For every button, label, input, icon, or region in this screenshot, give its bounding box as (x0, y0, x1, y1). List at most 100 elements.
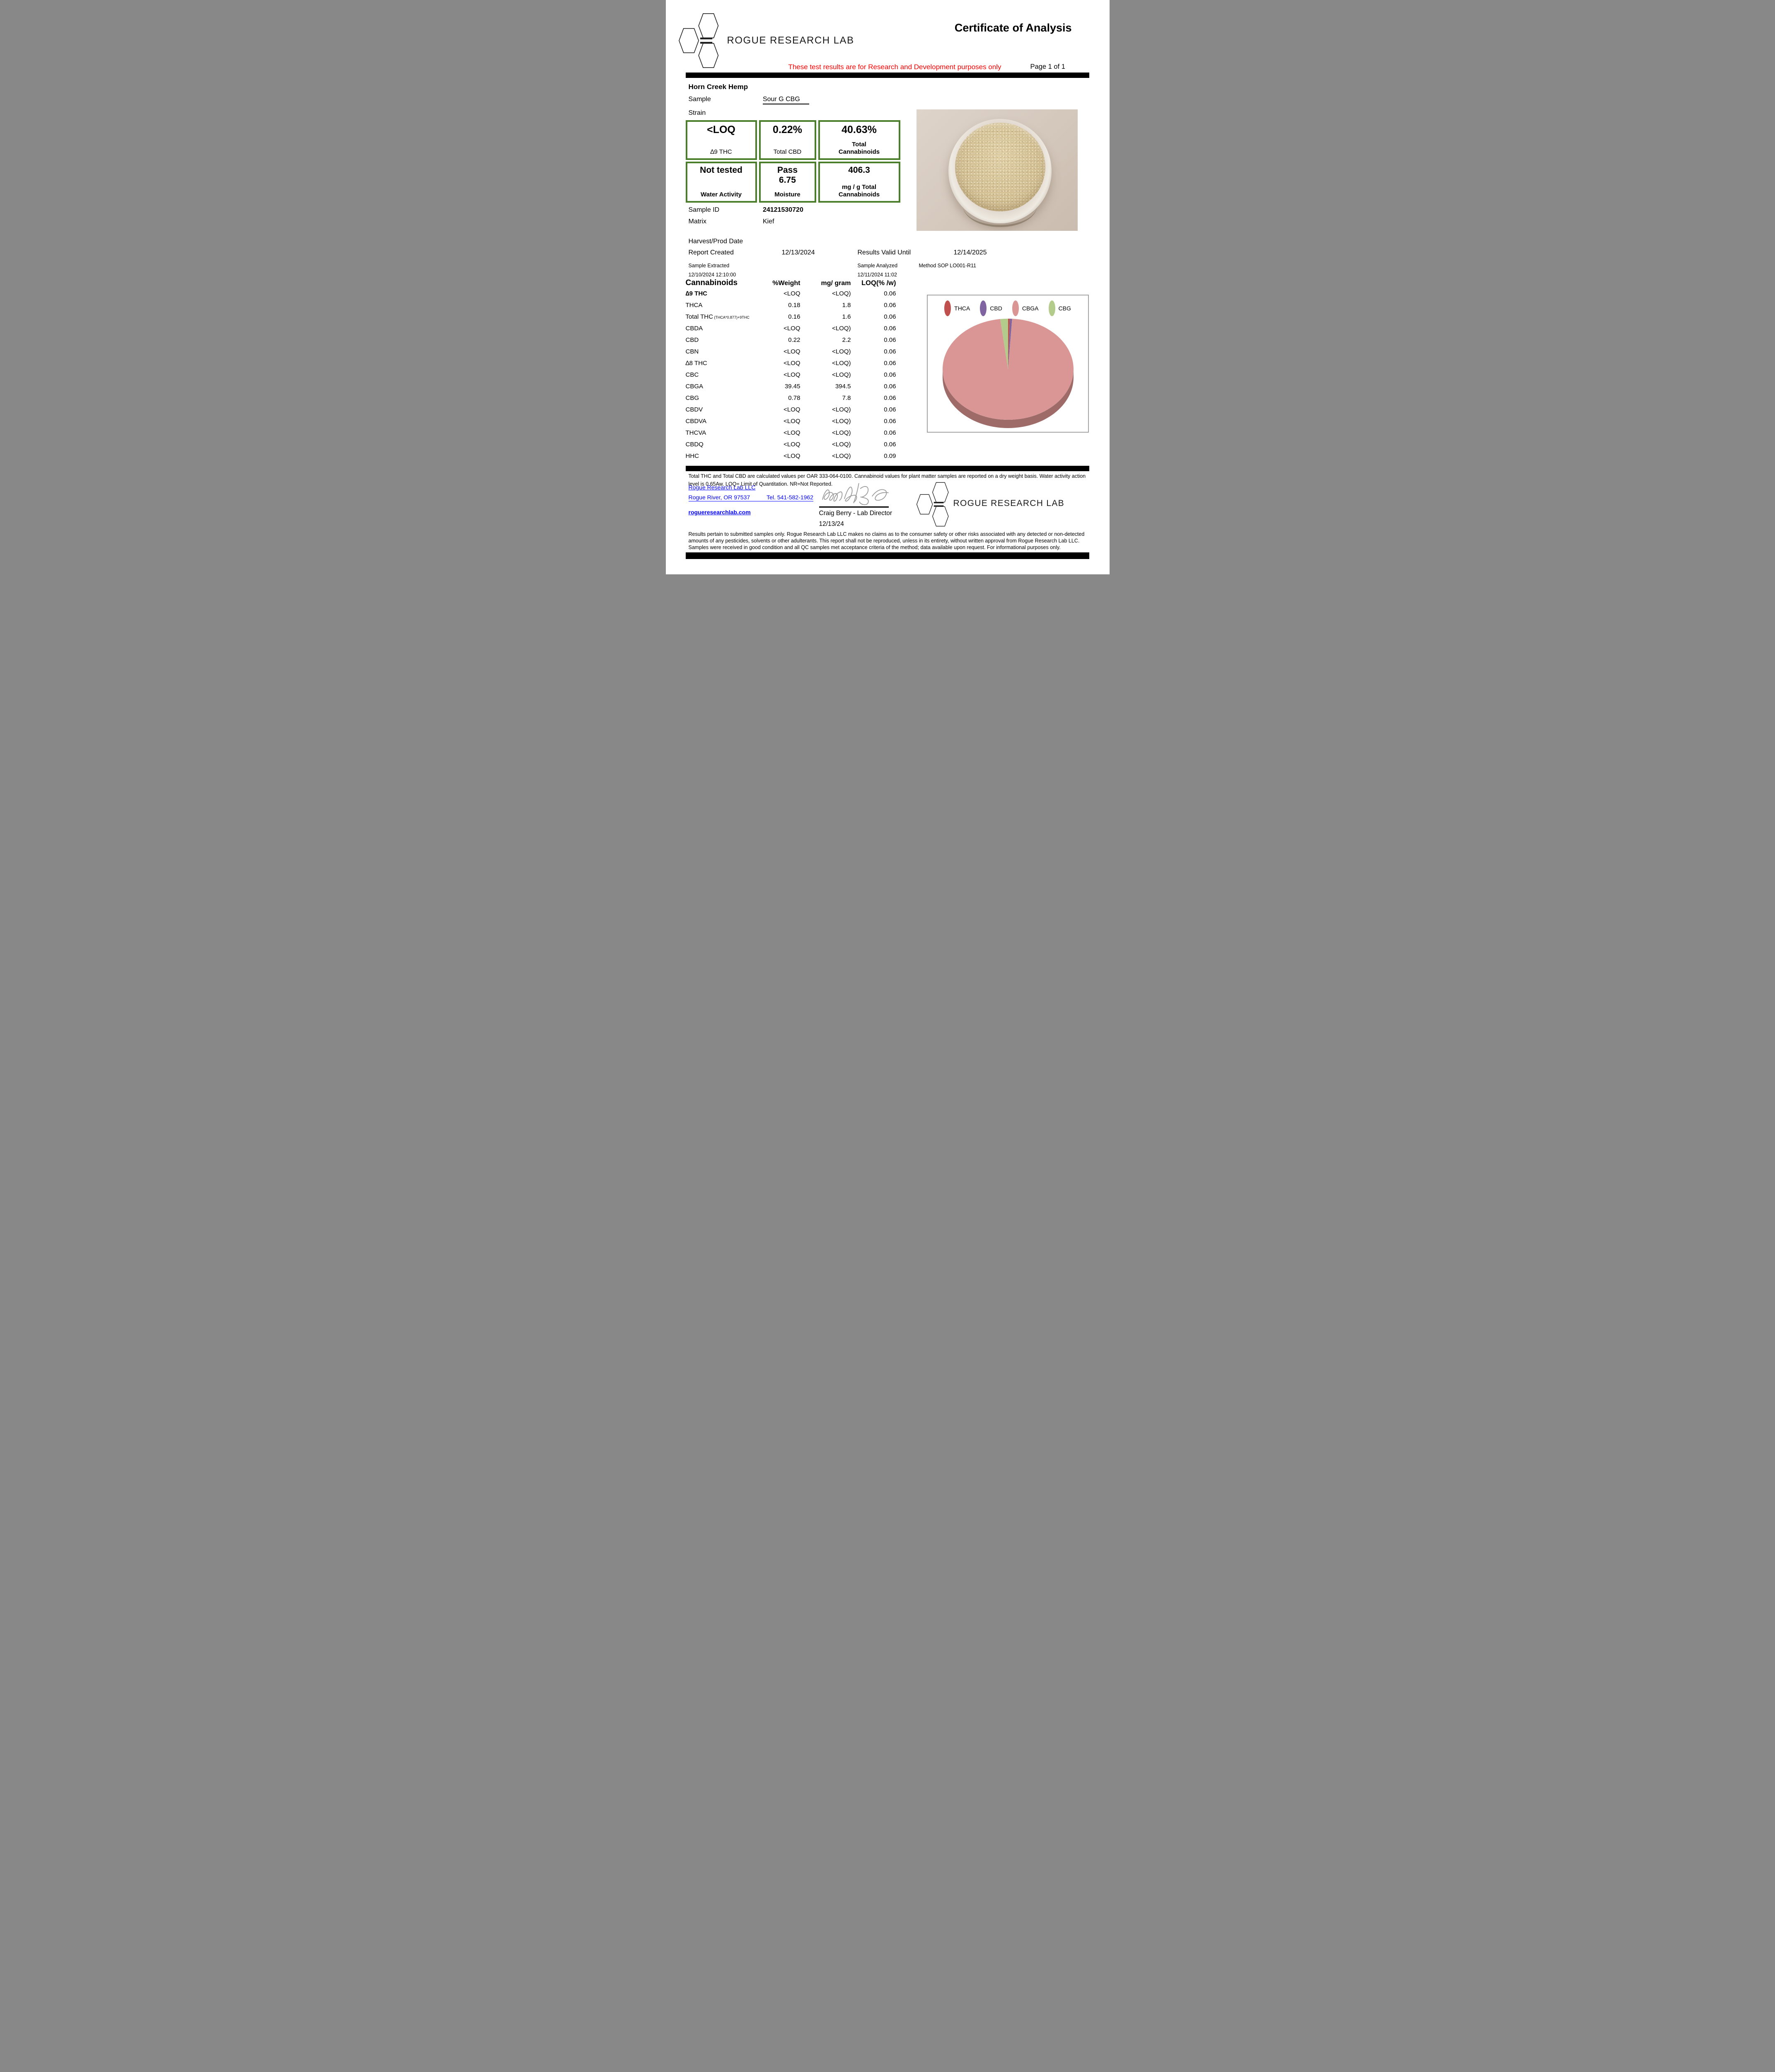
summary-label: Water Activity (701, 191, 742, 198)
loq-value: 0.06 (884, 429, 896, 436)
analyte-name: THCA (685, 301, 703, 309)
footer-logo-text: ROGUE RESEARCH LAB (953, 499, 1064, 508)
method-value: Method SOP LO001-R11 (919, 263, 977, 269)
sample-row: Sample Sour G CBG (689, 96, 809, 104)
pie-slice-cbga (942, 319, 1074, 420)
pie-slice-cbg (1000, 319, 1008, 369)
analyte-name: CBDQ (685, 441, 704, 448)
col-header-loq: LOQ(% /w) (861, 279, 896, 287)
lab-phone: Tel. 541-582-1962 (767, 494, 814, 501)
legend-item-cbga: CBGA (1012, 300, 1039, 316)
lab-address-line: Rogue River, OR 97537 Tel. 541-582-1962 (688, 494, 814, 501)
loq-value: 0.06 (884, 324, 896, 332)
summary-box-3: Not tested Water Activity (685, 162, 757, 203)
summary-box-5: 406.3 mg / g Total Cannabinoids (818, 162, 900, 203)
table-row: CBD 0.22 2.2 0.06 (686, 334, 896, 346)
harvest-date-label: Harvest/Prod Date (688, 238, 743, 245)
pie-slice-thca (1008, 319, 1010, 369)
pie-side (942, 369, 1074, 428)
loq-value: 0.06 (884, 417, 896, 425)
weight-value: <LOQ (784, 441, 800, 448)
analyte-name: Total THC (THCA*0.877)+9THC (685, 313, 750, 320)
table-row: CBDVA <LOQ <LOQ) 0.06 (686, 415, 896, 427)
lab-address: Rogue River, OR 97537 (688, 494, 750, 501)
table-row: CBG 0.78 7.8 0.06 (686, 392, 896, 404)
analyte-name: CBDV (685, 406, 703, 413)
loq-value: 0.06 (884, 441, 896, 448)
mg-value: <LOQ) (832, 359, 851, 367)
analyte-name: CBC (685, 371, 699, 378)
matrix-row: Matrix Kief (689, 218, 774, 225)
lab-logo-hexagons-icon (678, 13, 718, 68)
analyte-name: CBN (685, 348, 699, 355)
lab-website-link[interactable]: rogueresearchlab.com (688, 509, 751, 516)
weight-value: 0.78 (788, 394, 800, 402)
loq-value: 0.06 (884, 348, 896, 355)
weight-value: 0.18 (788, 301, 800, 309)
result-summary-grid: <LOQ ∆9 THC 0.22% Total CBD 40.63% Total Canna… (685, 120, 900, 203)
chart-legend: THCA CBD CBGA CBG (928, 300, 1088, 316)
matrix-label: Matrix (688, 218, 707, 225)
mg-value: <LOQ) (832, 290, 851, 297)
mg-value: <LOQ) (832, 429, 851, 436)
summary-box-1: 0.22% Total CBD (759, 120, 816, 160)
summary-label: Cannabinoids (838, 148, 880, 156)
summary-value: 406.3 (848, 165, 870, 175)
signature-date: 12/13/24 (819, 520, 844, 528)
analyte-name: ∆8 THC (685, 359, 707, 367)
mg-value: <LOQ) (832, 324, 851, 332)
loq-value: 0.06 (884, 336, 896, 344)
summary-value: Pass (777, 165, 798, 175)
weight-value: <LOQ (784, 324, 800, 332)
loq-value: 0.06 (884, 301, 896, 309)
divider-bar-bottom (685, 552, 1089, 559)
table-row: HHC <LOQ <LOQ) 0.09 (686, 450, 896, 462)
legend-marker-icon (1012, 300, 1019, 316)
mg-value: 1.8 (842, 301, 851, 309)
mg-value: <LOQ) (832, 406, 851, 413)
pie-slice-cbd (1008, 319, 1012, 369)
strain-label: Strain (688, 109, 706, 116)
mg-value: 7.8 (842, 394, 851, 402)
summary-label: Cannabinoids (838, 191, 880, 198)
signature-image (822, 483, 889, 505)
legend-marker-icon (980, 300, 987, 316)
mg-value: <LOQ) (832, 371, 851, 378)
sample-photo (916, 109, 1078, 231)
table-row: ∆8 THC <LOQ <LOQ) 0.06 (686, 357, 896, 369)
lab-name-link[interactable]: Rogue Research Lab LLC (688, 484, 756, 491)
weight-value: 0.16 (788, 313, 800, 320)
certificate-page: ROGUE RESEARCH LAB Certificate of Analys… (665, 0, 1110, 574)
lab-director-name: Craig Berry - Lab Director (819, 510, 892, 517)
summary-value: <LOQ (707, 124, 735, 136)
summary-box-4: Pass 6.75 Moisture (759, 162, 816, 203)
analyte-name: CBDVA (685, 417, 707, 425)
summary-label: Total CBD (773, 148, 802, 156)
divider-bar-middle (685, 466, 1089, 471)
table-header-row: Cannabinoids %Weight mg/ gram LOQ(% /w) (686, 278, 896, 288)
table-row: CBN <LOQ <LOQ) 0.06 (686, 346, 896, 357)
summary-value: 0.22% (773, 124, 802, 136)
table-row: CBDQ <LOQ <LOQ) 0.06 (686, 438, 896, 450)
pie-chart-image (942, 319, 1074, 428)
table-row: Total THC (THCA*0.877)+9THC 0.16 1.6 0.06 (686, 311, 896, 322)
jar-bottom-rim (963, 184, 1037, 228)
legend-item-cbg: CBG (1048, 300, 1071, 316)
mg-value: 394.5 (835, 382, 851, 390)
summary-label: ∆9 THC (710, 148, 732, 156)
col-header-mg-gram: mg/ gram (821, 280, 851, 287)
summary-value: 6.75 (779, 175, 796, 185)
mg-value: <LOQ) (832, 452, 851, 460)
loq-value: 0.06 (884, 394, 896, 402)
divider-bar-top (685, 73, 1089, 78)
signature-line (819, 506, 889, 508)
loq-value: 0.06 (884, 371, 896, 378)
mg-value: <LOQ) (832, 417, 851, 425)
sample-id-row: Sample ID 24121530720 (689, 206, 803, 214)
results-valid-value: 12/14/2025 (953, 249, 987, 256)
legend-marker-icon (1048, 300, 1055, 316)
mg-value: 1.6 (842, 313, 851, 320)
results-valid-label: Results Valid Until (857, 249, 911, 256)
analyte-name: CBD (685, 336, 699, 344)
weight-value: <LOQ (784, 348, 800, 355)
